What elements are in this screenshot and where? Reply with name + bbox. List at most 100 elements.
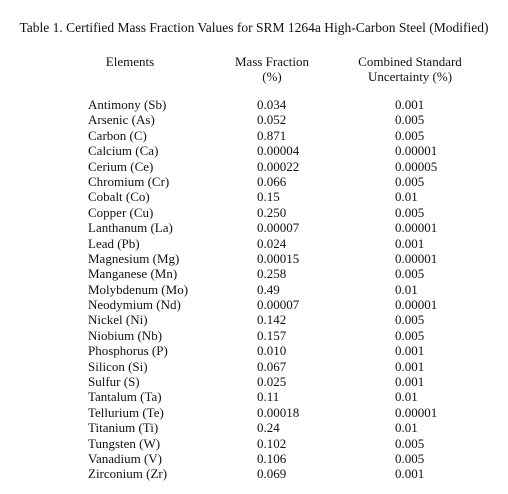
element-cell: Lanthanum (La) <box>88 220 173 236</box>
table-row: Arsenic (As) 0.052 0.005 <box>0 112 508 127</box>
uncertainty-cell: 0.00001 <box>395 220 438 236</box>
table-row: Neodymium (Nd) 0.00007 0.00001 <box>0 297 508 312</box>
uncertainty-cell: 0.005 <box>395 127 425 143</box>
column-header-mass-fraction-line1: Mass Fraction <box>234 54 310 69</box>
table-row: Magnesium (Mg) 0.00015 0.00001 <box>0 251 508 266</box>
element-cell: Tungsten (W) <box>88 435 161 451</box>
table-row: Lead (Pb) 0.024 0.001 <box>0 236 508 251</box>
uncertainty-cell: 0.001 <box>395 358 425 374</box>
mass-fraction-cell: 0.106 <box>257 450 287 466</box>
element-cell: Calcium (Ca) <box>88 143 159 159</box>
table-caption: Table 1. Certified Mass Fraction Values … <box>19 20 489 35</box>
table-row: Silicon (Si) 0.067 0.001 <box>0 359 508 374</box>
uncertainty-cell: 0.00001 <box>395 297 438 313</box>
uncertainty-cell: 0.01 <box>395 189 418 205</box>
mass-fraction-cell: 0.11 <box>257 389 280 405</box>
column-header-uncertainty-line1: Combined Standard <box>358 54 462 69</box>
element-cell: Copper (Cu) <box>88 204 154 220</box>
mass-fraction-cell: 0.024 <box>257 235 287 251</box>
element-cell: Lead (Pb) <box>88 235 140 251</box>
mass-fraction-cell: 0.49 <box>257 281 280 297</box>
table-row: Tantalum (Ta) 0.11 0.01 <box>0 389 508 404</box>
uncertainty-cell: 0.00001 <box>395 143 438 159</box>
mass-fraction-cell: 0.871 <box>257 127 287 143</box>
uncertainty-cell: 0.001 <box>395 97 425 112</box>
uncertainty-cell: 0.001 <box>395 466 425 482</box>
element-cell: Niobium (Nb) <box>88 327 163 343</box>
uncertainty-cell: 0.001 <box>395 235 425 251</box>
table-row: Sulfur (S) 0.025 0.001 <box>0 374 508 389</box>
mass-fraction-cell: 0.00018 <box>257 404 300 420</box>
mass-fraction-cell: 0.157 <box>257 327 287 343</box>
mass-fraction-cell: 0.142 <box>257 312 287 328</box>
table-row: Niobium (Nb) 0.157 0.005 <box>0 328 508 343</box>
table-row: Molybdenum (Mo) 0.49 0.01 <box>0 282 508 297</box>
table-row: Manganese (Mn) 0.258 0.005 <box>0 266 508 281</box>
element-cell: Manganese (Mn) <box>88 266 178 282</box>
column-header-mass-fraction: Mass Fraction (%) <box>222 54 322 84</box>
uncertainty-cell: 0.01 <box>395 281 418 297</box>
table-row: Nickel (Ni) 0.142 0.005 <box>0 312 508 327</box>
uncertainty-cell: 0.005 <box>395 327 425 343</box>
uncertainty-cell: 0.005 <box>395 173 425 189</box>
mass-fraction-cell: 0.052 <box>257 112 287 128</box>
table-body: Antimony (Sb) 0.034 0.001 Arsenic (As) 0.052… <box>0 97 508 482</box>
uncertainty-cell: 0.005 <box>395 312 425 328</box>
element-cell: Magnesium (Mg) <box>88 250 180 266</box>
element-cell: Cerium (Ce) <box>88 158 154 174</box>
mass-fraction-cell: 0.066 <box>257 173 287 189</box>
mass-fraction-cell: 0.102 <box>257 435 287 451</box>
element-cell: Molybdenum (Mo) <box>88 281 189 297</box>
mass-fraction-cell: 0.00007 <box>257 220 300 236</box>
table-row: Phosphorus (P) 0.010 0.001 <box>0 343 508 358</box>
uncertainty-cell: 0.005 <box>395 112 425 128</box>
table-row: Vanadium (V) 0.106 0.005 <box>0 451 508 466</box>
uncertainty-cell: 0.005 <box>395 435 425 451</box>
uncertainty-cell: 0.005 <box>395 266 425 282</box>
table-row: Antimony (Sb) 0.034 0.001 <box>0 97 508 112</box>
column-header-uncertainty-line2: Uncertainty (%) <box>367 69 453 84</box>
mass-fraction-cell: 0.034 <box>257 97 287 112</box>
mass-fraction-cell: 0.069 <box>257 466 287 482</box>
mass-fraction-cell: 0.24 <box>257 420 280 436</box>
table-row: Zirconium (Zr) 0.069 0.001 <box>0 466 508 481</box>
table-row: Tungsten (W) 0.102 0.005 <box>0 436 508 451</box>
mass-fraction-cell: 0.010 <box>257 343 287 359</box>
mass-fraction-cell: 0.00004 <box>257 143 300 159</box>
element-cell: Sulfur (S) <box>88 374 140 390</box>
element-cell: Tantalum (Ta) <box>88 389 162 405</box>
element-cell: Vanadium (V) <box>88 450 163 466</box>
element-cell: Tellurium (Te) <box>88 404 164 420</box>
table-row: Lanthanum (La) 0.00007 0.00001 <box>0 220 508 235</box>
element-cell: Titanium (Ti) <box>88 420 159 436</box>
uncertainty-cell: 0.001 <box>395 343 425 359</box>
uncertainty-cell: 0.001 <box>395 374 425 390</box>
mass-fraction-cell: 0.250 <box>257 204 287 220</box>
table-row: Cobalt (Co) 0.15 0.01 <box>0 189 508 204</box>
uncertainty-cell: 0.00001 <box>395 404 438 420</box>
table-row: Titanium (Ti) 0.24 0.01 <box>0 420 508 435</box>
element-cell: Silicon (Si) <box>88 358 148 374</box>
column-header-elements-label: Elements <box>105 54 155 69</box>
column-header-uncertainty: Combined Standard Uncertainty (%) <box>350 54 470 84</box>
element-cell: Neodymium (Nd) <box>88 297 181 313</box>
uncertainty-cell: 0.005 <box>395 450 425 466</box>
table-row: Copper (Cu) 0.250 0.005 <box>0 205 508 220</box>
uncertainty-cell: 0.01 <box>395 420 418 436</box>
element-cell: Carbon (C) <box>88 127 147 143</box>
table-row: Chromium (Cr) 0.066 0.005 <box>0 174 508 189</box>
mass-fraction-cell: 0.025 <box>257 374 287 390</box>
mass-fraction-cell: 0.258 <box>257 266 287 282</box>
column-header-mass-fraction-line2: (%) <box>262 69 282 84</box>
column-header-elements: Elements <box>80 54 180 69</box>
element-cell: Chromium (Cr) <box>88 173 170 189</box>
mass-fraction-cell: 0.00015 <box>257 250 300 266</box>
uncertainty-cell: 0.00001 <box>395 250 438 266</box>
table-row: Cerium (Ce) 0.00022 0.00005 <box>0 159 508 174</box>
uncertainty-cell: 0.00005 <box>395 158 438 174</box>
table-row: Tellurium (Te) 0.00018 0.00001 <box>0 405 508 420</box>
element-cell: Nickel (Ni) <box>88 312 148 328</box>
uncertainty-cell: 0.005 <box>395 204 425 220</box>
mass-fraction-cell: 0.00007 <box>257 297 300 313</box>
element-cell: Arsenic (As) <box>88 112 155 128</box>
